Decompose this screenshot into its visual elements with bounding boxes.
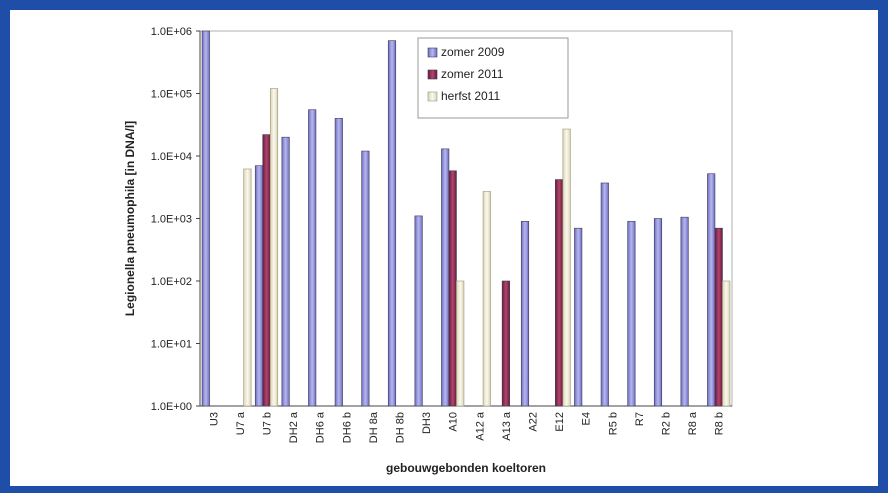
bar (262, 134, 271, 407)
bar (361, 150, 370, 407)
x-tick-label: DH6 b (341, 412, 353, 443)
bar (254, 165, 264, 407)
legend-label: zomer 2009 (441, 45, 505, 59)
x-tick-label: A10 (448, 412, 460, 432)
y-tick-label: 1.0E+00 (151, 401, 192, 413)
legend-swatch (427, 91, 438, 102)
x-tick-label: E12 (554, 412, 566, 432)
bar (680, 216, 689, 407)
chart-panel: 1.0E+00 1.0E+01 1.0E+02 1.0E+03 1.0E+04 1.0E+… (10, 10, 878, 486)
bar (574, 227, 583, 407)
bar (562, 128, 571, 407)
x-tick-label: A13 a (501, 411, 513, 441)
bars-group (201, 30, 731, 407)
x-tick-label: DH 8a (368, 411, 380, 443)
legend-label: zomer 2011 (441, 67, 504, 81)
x-tick-label: U7 a (235, 411, 247, 435)
x-tick-label: R8 b (714, 412, 726, 435)
x-tick-label: DH3 (421, 412, 433, 434)
x-tick-label: R7 (634, 412, 646, 426)
y-tick-label: 1.0E+05 (151, 89, 192, 101)
bar (707, 173, 716, 407)
bar (269, 88, 279, 407)
bar (243, 168, 252, 407)
bar (501, 280, 510, 407)
x-tick-label: R2 b (661, 412, 673, 435)
legend-label: herfst 2011 (441, 89, 500, 103)
x-tick-label: R5 b (607, 412, 619, 435)
bar (555, 179, 564, 407)
bar (308, 109, 317, 407)
bar (281, 136, 290, 407)
bar (414, 215, 423, 407)
legend-swatch (427, 47, 438, 58)
bar (482, 191, 491, 407)
bar (627, 221, 636, 407)
x-tick-label: A22 (528, 412, 540, 432)
bar (387, 40, 397, 407)
legend: zomer 2009 zomer 2011 herfst 2011 (417, 37, 569, 119)
x-tick-label: DH6 a (315, 411, 327, 443)
bar (600, 182, 609, 407)
bar (201, 30, 210, 407)
bar (334, 118, 343, 407)
x-tick-label: U7 b (262, 412, 274, 435)
x-tick-label: R8 a (687, 411, 699, 435)
legend-swatch (427, 69, 438, 80)
bar (448, 170, 457, 407)
x-tick-label: DH2 a (288, 411, 300, 443)
bar (714, 227, 723, 407)
y-axis-ticks: 1.0E+00 1.0E+01 1.0E+02 1.0E+03 1.0E+04 1.0E+… (151, 26, 200, 413)
y-axis-title: Legionella pneumophila [in DNA/l] (123, 121, 137, 316)
legend-box (417, 37, 569, 119)
x-axis-title: gebouwgebonden koeltoren (386, 461, 546, 475)
x-axis-ticks: U3 U7 a U7 b DH2 a DH6 a DH6 b DH 8a DH 8b DH3 A1… (208, 411, 725, 443)
x-tick-label: E4 (581, 412, 593, 425)
y-tick-label: 1.0E+02 (151, 276, 192, 288)
y-tick-label: 1.0E+06 (151, 26, 192, 38)
x-tick-label: U3 (208, 412, 220, 426)
x-tick-label: A12 a (474, 411, 486, 441)
bar (441, 148, 450, 407)
bar (456, 280, 465, 407)
y-tick-label: 1.0E+01 (151, 339, 192, 351)
bar (722, 280, 731, 407)
bar (653, 218, 663, 407)
bar-chart: 1.0E+00 1.0E+01 1.0E+02 1.0E+03 1.0E+04 1.0E+… (123, 26, 733, 475)
y-tick-label: 1.0E+04 (151, 151, 192, 163)
y-tick-label: 1.0E+03 (151, 214, 192, 226)
bar (520, 221, 530, 407)
x-tick-label: DH 8b (395, 412, 407, 443)
